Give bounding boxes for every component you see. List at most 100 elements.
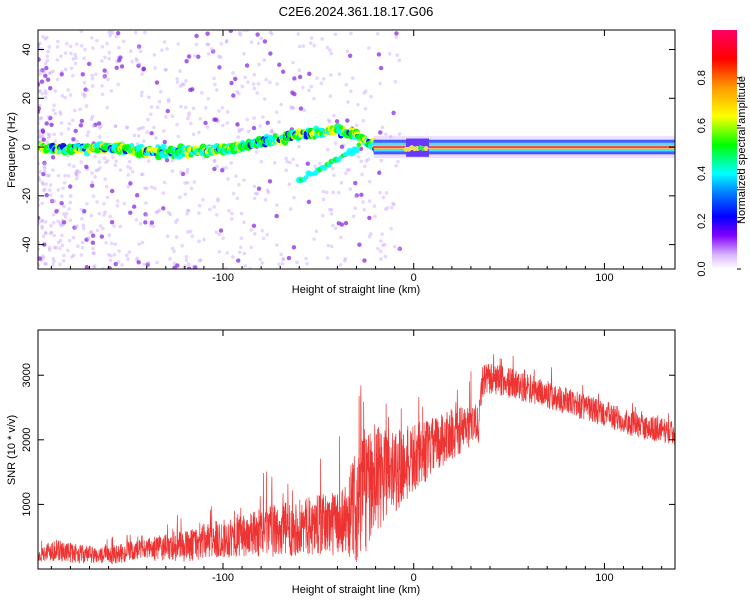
spectral-speckle	[292, 195, 296, 200]
spectral-speckle	[79, 118, 85, 124]
spectral-speckle	[168, 212, 173, 217]
spectral-speckle	[102, 213, 106, 217]
spectral-speckle	[90, 114, 95, 119]
spectral-speckle	[356, 102, 360, 107]
spectral-speckle	[122, 201, 127, 206]
spectral-speckle	[73, 226, 78, 230]
spectral-speckle	[391, 201, 395, 206]
spectral-speckle	[160, 48, 164, 53]
spectral-speckle	[184, 255, 189, 259]
y-tick-label: 0	[21, 144, 33, 150]
spectral-speckle	[42, 169, 47, 174]
spectral-speckle	[107, 56, 112, 61]
spectrogram-panel: -100 0 100 -40 -20 0 20 40 Height of straight l…	[6, 29, 676, 296]
spectral-speckle	[106, 253, 111, 257]
spectral-speckle	[275, 82, 279, 86]
spectral-speckle	[115, 31, 121, 36]
spectral-speckle	[63, 214, 68, 219]
spectral-speckle	[396, 159, 400, 164]
spectral-speckle	[164, 157, 170, 163]
spectral-speckle	[118, 224, 123, 229]
spectral-speckle	[298, 106, 304, 111]
spectral-speckle	[198, 258, 203, 262]
spectral-speckle	[142, 139, 146, 143]
spectral-speckle	[100, 44, 105, 49]
spectral-speckle	[331, 166, 335, 171]
spectral-speckle	[304, 256, 308, 261]
spectral-speckle	[235, 90, 239, 94]
spectral-speckle	[76, 244, 80, 248]
y-tick-label: 20	[21, 92, 33, 104]
x-tick-label: -100	[212, 272, 234, 284]
x-tick-label: 100	[595, 572, 613, 584]
spectral-speckle	[90, 84, 95, 88]
spectral-speckle	[90, 233, 96, 238]
spectral-speckle	[344, 171, 348, 176]
spectral-speckle	[42, 69, 46, 74]
spectral-speckle	[85, 88, 90, 93]
spectral-speckle	[297, 144, 301, 149]
spectral-speckle	[254, 150, 259, 154]
spectral-speckle	[378, 190, 382, 195]
spectral-speckle	[58, 110, 63, 114]
spectral-speckle	[291, 157, 296, 162]
spectral-speckle	[154, 210, 159, 215]
spectral-speckle	[306, 199, 312, 205]
spectral-speckle	[349, 89, 353, 94]
spectral-speckle	[91, 246, 95, 251]
spectral-speckle	[317, 161, 322, 166]
spectral-speckle	[118, 168, 123, 172]
spectral-speckle	[100, 92, 105, 97]
spectral-speckle	[146, 159, 151, 163]
spectral-speckle	[252, 196, 257, 201]
spectral-speckle	[242, 52, 246, 56]
spectral-speckle	[346, 100, 350, 104]
spectral-speckle	[113, 261, 118, 267]
spectral-speckle	[51, 69, 55, 74]
spectral-speckle	[102, 156, 107, 161]
spectral-speckle	[112, 253, 117, 257]
spectral-speckle	[245, 117, 249, 122]
spectral-speckle	[133, 30, 138, 35]
spectral-speckle	[43, 95, 48, 100]
spectral-speckle	[38, 175, 41, 180]
spectral-speckle	[146, 117, 150, 122]
spectral-speckle	[59, 200, 64, 206]
spectral-speckle	[48, 115, 53, 121]
spectral-speckle	[49, 122, 54, 127]
spectral-speckle	[269, 129, 273, 134]
spectral-speckle	[159, 89, 163, 94]
spectral-speckle	[40, 224, 44, 229]
spectral-speckle	[46, 115, 51, 119]
spectral-speckle	[260, 228, 265, 233]
spectral-speckle	[128, 49, 133, 54]
spectral-speckle	[339, 180, 344, 185]
spectral-speckle	[367, 215, 372, 221]
spectral-speckle	[67, 121, 72, 126]
spectral-speckle	[92, 264, 97, 268]
spectral-speckle	[41, 234, 46, 238]
spectral-speckle	[205, 42, 209, 47]
spectral-speckle	[320, 213, 325, 218]
spectral-speckle	[43, 230, 48, 235]
spectral-speckle	[176, 134, 181, 139]
spectral-speckle	[91, 124, 96, 128]
spectral-speckle	[277, 262, 281, 267]
spectral-speckle	[132, 133, 137, 138]
spectral-speckle	[80, 240, 85, 245]
spectral-speckle	[289, 105, 293, 109]
spectral-speckle	[51, 168, 55, 172]
spectral-speckle	[58, 112, 63, 116]
spectral-speckle	[214, 117, 219, 122]
spectral-speckle	[209, 47, 214, 51]
spectral-speckle	[56, 240, 61, 245]
spectral-speckle	[44, 182, 48, 186]
spectral-speckle	[84, 237, 89, 242]
spectral-speckle	[104, 184, 109, 189]
spectral-speckle	[361, 118, 366, 123]
spectral-speckle	[219, 42, 224, 46]
spectral-speckle	[127, 159, 132, 164]
spectral-speckle	[166, 97, 171, 102]
colorbar-tick-label: 0.0	[696, 261, 708, 276]
colorbar-tick-label: 0.4	[696, 166, 708, 181]
